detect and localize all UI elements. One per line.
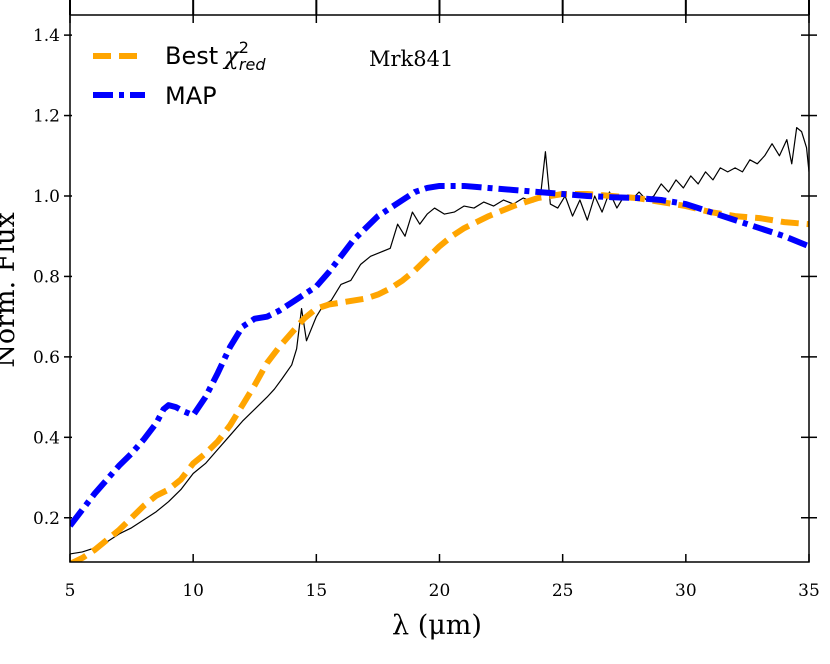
legend: Best χ2 red MAP bbox=[93, 38, 266, 110]
y-tick-label: 1.0 bbox=[33, 187, 60, 207]
series-layer bbox=[70, 127, 809, 562]
x-axis-label: λ (μm) bbox=[392, 610, 482, 641]
y-tick-label: 0.8 bbox=[33, 267, 60, 287]
y-axis-label: Norm. Flux bbox=[0, 212, 21, 368]
y-tick-label: 1.2 bbox=[33, 107, 60, 127]
y-tick-label: 0.6 bbox=[33, 348, 60, 368]
x-tick-label: 10 bbox=[182, 581, 204, 601]
y-tick-label: 1.4 bbox=[33, 26, 60, 46]
x-tick-label: 30 bbox=[675, 581, 697, 601]
series-line-map bbox=[70, 182, 809, 528]
series-line-data bbox=[70, 127, 809, 555]
x-tick-label: 5 bbox=[65, 581, 76, 601]
ticks-layer: 5 10 15 20 25 30 35 0.2 0.4 0.6 0.8 1.0 1.2 1.4 bbox=[33, 0, 820, 601]
y-tick-label: 0.4 bbox=[33, 428, 60, 448]
x-tick-label: 35 bbox=[798, 581, 820, 601]
x-tick-label: 25 bbox=[552, 581, 574, 601]
x-tick-label: 20 bbox=[429, 581, 451, 601]
legend-label-map: MAP bbox=[165, 82, 217, 110]
x-tick-label: 15 bbox=[306, 581, 328, 601]
chart-annotation: Mrk841 bbox=[369, 47, 453, 71]
y-tick-label: 0.2 bbox=[33, 509, 60, 529]
series-line-best_chi2 bbox=[70, 190, 809, 562]
legend-label-best-chi2: Best χ2 red bbox=[165, 38, 266, 74]
